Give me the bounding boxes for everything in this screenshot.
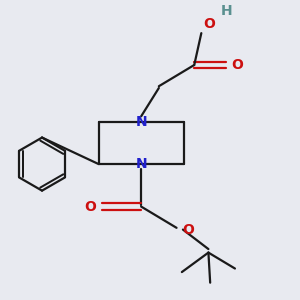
Text: O: O [182,223,194,237]
Text: O: O [231,58,243,72]
Text: N: N [135,115,147,129]
Text: O: O [84,200,96,214]
Text: H: H [221,4,232,18]
Text: N: N [135,157,147,171]
Text: O: O [203,17,215,32]
